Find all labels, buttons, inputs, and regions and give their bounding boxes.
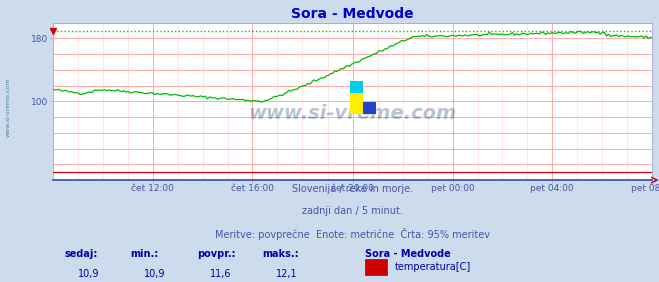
- Text: Meritve: povprečne  Enote: metrične  Črta: 95% meritev: Meritve: povprečne Enote: metrične Črta:…: [215, 228, 490, 240]
- Text: 12,1: 12,1: [275, 269, 297, 279]
- Text: 10,9: 10,9: [144, 269, 165, 279]
- Title: Sora - Medvode: Sora - Medvode: [291, 7, 414, 21]
- Bar: [362, 102, 376, 114]
- Text: Sora - Medvode: Sora - Medvode: [364, 250, 450, 259]
- Text: maks.:: maks.:: [262, 250, 299, 259]
- Text: povpr.:: povpr.:: [196, 250, 235, 259]
- Text: temperatura[C]: temperatura[C]: [395, 262, 471, 272]
- Text: Slovenija / reke in morje.: Slovenija / reke in morje.: [292, 184, 413, 194]
- Text: zadnji dan / 5 minut.: zadnji dan / 5 minut.: [302, 206, 403, 216]
- Text: www.si-vreme.com: www.si-vreme.com: [248, 104, 457, 124]
- Text: min.:: min.:: [130, 250, 159, 259]
- Text: www.si-vreme.com: www.si-vreme.com: [5, 78, 11, 137]
- Bar: [364, 281, 387, 282]
- Bar: [364, 259, 387, 275]
- Text: sedaj:: sedaj:: [65, 250, 98, 259]
- Bar: [349, 81, 362, 93]
- Text: 10,9: 10,9: [78, 269, 100, 279]
- Text: 11,6: 11,6: [210, 269, 231, 279]
- Bar: [349, 93, 362, 114]
